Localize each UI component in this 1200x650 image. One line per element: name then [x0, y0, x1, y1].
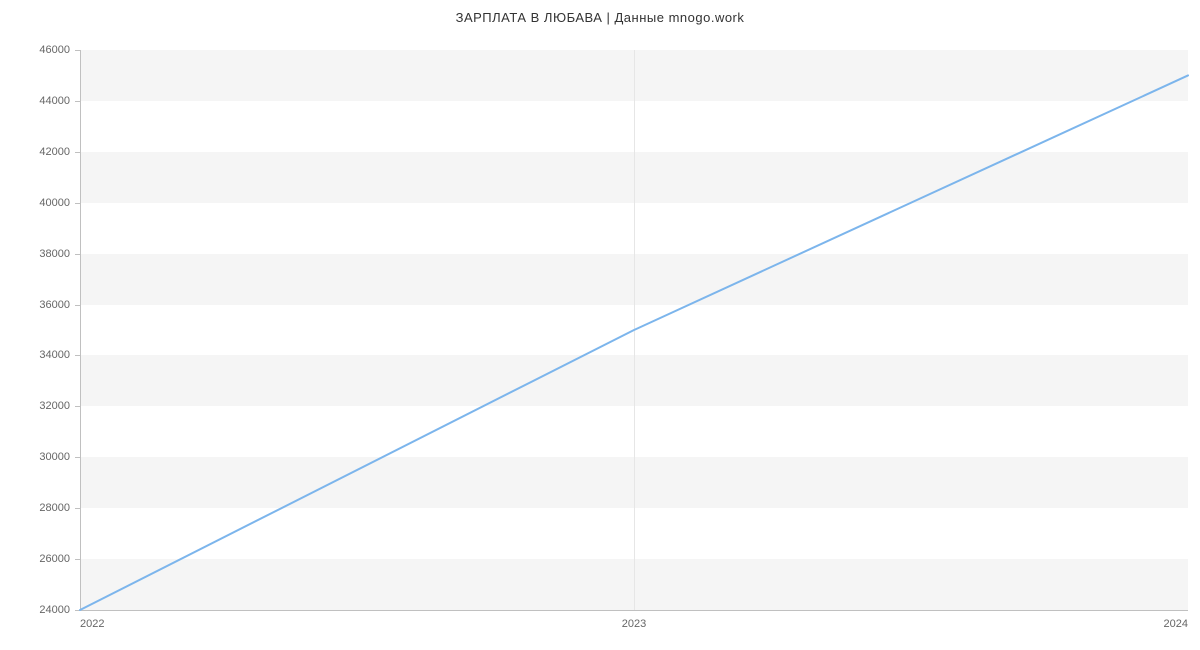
y-tick-label: 44000	[30, 95, 70, 107]
series-layer	[80, 50, 1188, 610]
y-tick-label: 40000	[30, 197, 70, 209]
y-tick-label: 34000	[30, 349, 70, 361]
plot-area: 2400026000280003000032000340003600038000…	[80, 50, 1188, 610]
y-tick-label: 36000	[30, 299, 70, 311]
x-tick-label: 2023	[622, 618, 646, 630]
y-tick-label: 46000	[30, 44, 70, 56]
y-tick-label: 24000	[30, 604, 70, 616]
x-tick-label: 2024	[1164, 618, 1188, 630]
y-tick-label: 42000	[30, 146, 70, 158]
x-tick-label: 2022	[80, 618, 104, 630]
y-tick-label: 32000	[30, 400, 70, 412]
y-tick-label: 28000	[30, 502, 70, 514]
y-tick-label: 26000	[30, 553, 70, 565]
y-tick-label: 38000	[30, 248, 70, 260]
series-line-salary	[80, 75, 1188, 610]
y-tick-label: 30000	[30, 451, 70, 463]
salary-line-chart: ЗАРПЛАТА В ЛЮБАВА | Данные mnogo.work 24…	[0, 0, 1200, 650]
x-axis-line	[80, 610, 1188, 611]
chart-title: ЗАРПЛАТА В ЛЮБАВА | Данные mnogo.work	[0, 10, 1200, 25]
